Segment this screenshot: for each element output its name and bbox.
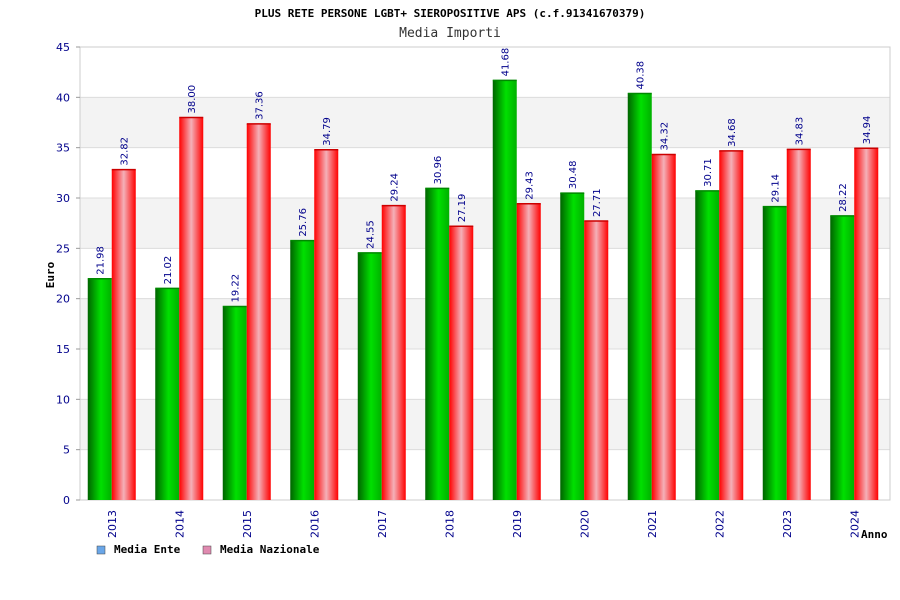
value-label: 34.68 bbox=[727, 118, 738, 147]
y-tick-label: 45 bbox=[56, 41, 70, 54]
grid-band bbox=[80, 399, 890, 450]
value-label: 34.79 bbox=[322, 117, 333, 146]
x-tick-label: 2024 bbox=[848, 510, 861, 538]
value-label: 30.48 bbox=[568, 161, 579, 190]
value-label: 27.19 bbox=[457, 194, 468, 223]
bar-media-nazionale-2019 bbox=[516, 203, 541, 500]
bar-media-nazionale-2017 bbox=[381, 205, 406, 500]
grid-band bbox=[80, 298, 890, 349]
bar-media-nazionale-2021 bbox=[651, 154, 676, 500]
y-tick-label: 5 bbox=[63, 444, 70, 457]
value-label: 21.02 bbox=[163, 256, 174, 285]
bar-media-nazionale-2015 bbox=[246, 123, 271, 500]
y-tick-label: 30 bbox=[56, 192, 70, 205]
x-tick-label: 2013 bbox=[106, 510, 119, 538]
bar-media-nazionale-2022 bbox=[719, 150, 744, 500]
x-tick-label: 2022 bbox=[713, 510, 726, 538]
value-label: 19.22 bbox=[231, 274, 242, 303]
y-tick-label: 10 bbox=[56, 393, 70, 406]
legend: Media Ente Media Nazionale bbox=[96, 543, 320, 556]
bar-media-ente-2024 bbox=[830, 215, 855, 500]
grid-band bbox=[80, 97, 890, 148]
value-label: 30.71 bbox=[703, 158, 714, 187]
y-tick-label: 20 bbox=[56, 293, 70, 306]
x-tick-label: 2014 bbox=[173, 510, 186, 538]
legend-swatch-media-ente bbox=[96, 545, 106, 555]
bar-media-nazionale-2023 bbox=[786, 149, 811, 501]
chart-subtitle: Media Importi bbox=[399, 26, 501, 41]
x-tick-label: 2021 bbox=[646, 510, 659, 538]
value-labels: 21.98 32.82 21.02 38.00 19.22 37.36 25.76 34.79… bbox=[96, 48, 874, 303]
grid-bands bbox=[80, 97, 890, 450]
chart-title: PLUS RETE PERSONE LGBT+ SIEROPOSITIVE AP… bbox=[255, 7, 646, 20]
legend-swatch-media-nazionale bbox=[202, 545, 212, 555]
value-label: 34.32 bbox=[660, 122, 671, 151]
y-axis-label: Euro bbox=[44, 261, 57, 288]
y-tick-label: 25 bbox=[56, 242, 70, 255]
bar-media-ente-2018 bbox=[425, 188, 450, 500]
value-label: 34.94 bbox=[862, 116, 873, 145]
bar-media-ente-2015 bbox=[222, 306, 247, 500]
x-tick-label: 2020 bbox=[578, 510, 591, 538]
value-label: 41.68 bbox=[501, 48, 512, 77]
x-tick-label: 2019 bbox=[511, 510, 524, 538]
bar-media-nazionale-2014 bbox=[179, 117, 204, 500]
bar-media-ente-2021 bbox=[627, 93, 652, 501]
value-label: 21.98 bbox=[96, 246, 107, 275]
value-label: 29.14 bbox=[771, 174, 782, 203]
plot-area-border bbox=[79, 46, 891, 501]
bar-media-nazionale-2018 bbox=[449, 226, 474, 500]
value-label: 34.83 bbox=[795, 117, 806, 146]
value-label: 24.55 bbox=[366, 220, 377, 249]
bar-media-ente-2019 bbox=[492, 80, 517, 501]
x-tick-label: 2016 bbox=[308, 510, 321, 538]
value-label: 32.82 bbox=[120, 137, 131, 166]
value-label: 30.96 bbox=[433, 156, 444, 185]
value-label: 25.76 bbox=[298, 208, 309, 237]
x-tick-label: 2023 bbox=[781, 510, 794, 538]
y-tick-label: 35 bbox=[56, 142, 70, 155]
bar-media-ente-2013 bbox=[87, 278, 112, 500]
bar-media-nazionale-2024 bbox=[854, 148, 879, 500]
value-label: 27.71 bbox=[592, 188, 603, 217]
value-label: 40.38 bbox=[636, 61, 647, 90]
bar-media-nazionale-2020 bbox=[584, 221, 609, 500]
y-tick-label: 40 bbox=[56, 91, 70, 104]
y-axis-ticks: 0 5 10 15 20 25 30 35 40 45 bbox=[56, 41, 80, 507]
bar-media-nazionale-2016 bbox=[314, 149, 339, 500]
legend-label-media-nazionale: Media Nazionale bbox=[220, 543, 320, 556]
x-tick-label: 2018 bbox=[443, 510, 456, 538]
value-label: 37.36 bbox=[255, 91, 266, 120]
value-label: 29.24 bbox=[390, 173, 401, 202]
x-axis-label: Anno bbox=[861, 528, 888, 541]
legend-label-media-ente: Media Ente bbox=[114, 543, 181, 556]
bar-media-ente-2020 bbox=[560, 193, 585, 500]
value-label: 28.22 bbox=[838, 183, 849, 212]
bar-media-ente-2016 bbox=[290, 240, 315, 500]
bar-media-ente-2017 bbox=[357, 252, 382, 500]
y-tick-label: 15 bbox=[56, 343, 70, 356]
bar-media-ente-2014 bbox=[155, 288, 180, 500]
bars bbox=[87, 79, 879, 501]
bar-media-ente-2023 bbox=[762, 206, 787, 500]
x-tick-label: 2017 bbox=[376, 510, 389, 538]
grid-band bbox=[80, 198, 890, 249]
value-label: 38.00 bbox=[187, 85, 198, 114]
x-tick-label: 2015 bbox=[241, 510, 254, 538]
bar-media-nazionale-2013 bbox=[111, 169, 136, 500]
x-axis-ticks: 2013 2014 2015 2016 2017 2018 2019 2020 2021 2022… bbox=[106, 510, 862, 538]
bar-media-ente-2022 bbox=[695, 190, 720, 500]
value-label: 29.43 bbox=[525, 171, 536, 200]
y-tick-label: 0 bbox=[63, 494, 70, 507]
